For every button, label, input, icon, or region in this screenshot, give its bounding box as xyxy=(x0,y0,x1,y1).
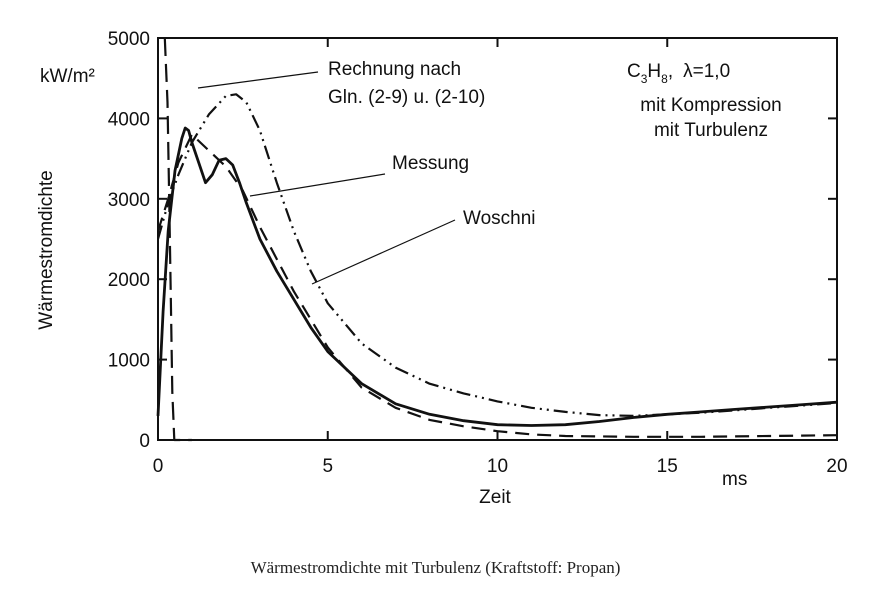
x-tick-label-1: 5 xyxy=(322,456,333,477)
info-line-turbulence: mit Turbulenz xyxy=(654,120,768,141)
y-tick-label-0: 0 xyxy=(139,431,150,452)
annotation-leaders xyxy=(197,71,456,285)
x-tick-label-2: 10 xyxy=(487,456,508,477)
leader-woschni xyxy=(311,219,456,285)
messung-label: Messung xyxy=(392,153,469,174)
figure-caption: Wärmestromdichte mit Turbulenz (Kraftsto… xyxy=(250,558,621,577)
x-tick-label-3: 15 xyxy=(657,456,678,477)
series-line-dashdotdot xyxy=(156,93,838,417)
leader-messung xyxy=(249,173,386,197)
woschni-label: Woschni xyxy=(463,208,536,229)
y-tick-label-2: 2000 xyxy=(108,270,150,291)
series-layer xyxy=(156,37,838,442)
y-tick-label-5: 5000 xyxy=(108,29,150,50)
y-tick-label-1: 1000 xyxy=(108,351,150,372)
info-line-compression: mit Kompression xyxy=(640,95,782,116)
x-unit-label: ms xyxy=(722,469,747,490)
series-line-solid xyxy=(156,126,838,427)
x-tick-label-0: 0 xyxy=(153,456,164,477)
leader-rechnung xyxy=(197,71,319,89)
fuel-formula: C3H8, λ=1,0 xyxy=(627,61,730,86)
series-line-longdash xyxy=(163,37,192,442)
y-unit-label: kW/m² xyxy=(40,66,95,87)
y-tick-label-3: 3000 xyxy=(108,190,150,211)
rechnung-label-line2: Gln. (2-9) u. (2-10) xyxy=(328,87,485,108)
x-tick-label-4: 20 xyxy=(826,456,847,477)
tick-labels: 0 5 10 15 20 0 1000 2000 3000 4000 5000 xyxy=(108,29,848,477)
x-axis-title: Zeit xyxy=(479,487,511,508)
y-axis-title: Wärmestromdichte xyxy=(36,170,57,329)
plot-frame xyxy=(157,37,838,441)
rechnung-label-line1: Rechnung nach xyxy=(328,59,461,80)
y-tick-label-4: 4000 xyxy=(108,109,150,130)
series-line-dashed xyxy=(156,133,838,438)
